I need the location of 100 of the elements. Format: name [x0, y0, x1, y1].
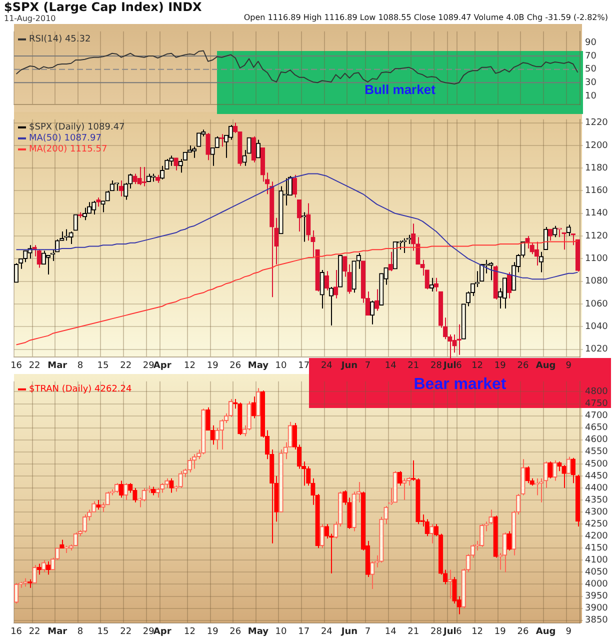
y-tick-label: 1100 [585, 254, 608, 264]
text: Open 1116.89 High 1116.89 Low 1088.55 Close 1089.47 Volume 4.0B Chg -31.59 (-2.82%) [244, 13, 608, 22]
x-tick-label: May [248, 360, 269, 371]
x-tick-label: 17 [298, 626, 310, 637]
x-tick-label: 29 [142, 360, 155, 371]
x-tick-label: 9 [566, 626, 572, 637]
y-tick-label: 4250 [585, 519, 608, 530]
y-tick-label: 1180 [585, 163, 608, 174]
candlestick [434, 277, 439, 292]
candlestick [356, 252, 361, 270]
candlestick [566, 456, 571, 474]
candlestick [548, 461, 553, 479]
x-tick-label: 26 [230, 360, 242, 371]
x-tick-label: 24 [320, 626, 333, 637]
candlestick [82, 514, 88, 533]
x-tick-label: Jul [442, 626, 456, 637]
candlestick [206, 132, 210, 161]
candlestick [132, 173, 138, 184]
x-tick-label: Jul [442, 360, 456, 371]
candlestick [192, 146, 197, 158]
candlestick [32, 564, 37, 584]
x-tick-label: 24 [320, 360, 333, 371]
x-tick-label: Apr [153, 626, 172, 637]
candlestick [36, 563, 42, 576]
candlestick [169, 155, 174, 166]
legend-label: MA(50) 1087.97 [29, 134, 102, 144]
y-tick-label: 3850 [585, 616, 608, 626]
y-tick-label: 3950 [585, 592, 608, 602]
candlestick [502, 532, 508, 573]
candlestick [566, 224, 571, 237]
x-tick-label: May [248, 626, 269, 637]
candlestick [443, 317, 448, 340]
candlestick [178, 470, 183, 488]
x-tick-label: 14 [384, 360, 397, 371]
chart-subtitle: 11-Aug-2010 [4, 14, 56, 23]
y-tick-label: 1040 [585, 322, 608, 332]
x-tick-label: 19 [206, 626, 219, 637]
x-tick-label: 12 [184, 626, 196, 637]
x-tick-label: 19 [494, 626, 506, 637]
x-tick-label: 22 [28, 360, 40, 371]
x-tick-label: 17 [298, 360, 310, 371]
candlestick [219, 418, 224, 450]
candlestick [374, 288, 380, 312]
candlestick [137, 166, 142, 186]
x-tick-label: 10 [275, 360, 288, 371]
x-tick-label: 29 [142, 626, 155, 637]
candlestick [41, 560, 46, 573]
x-tick-label: 8 [77, 360, 84, 371]
x-tick-label: 6 [456, 626, 462, 637]
candlestick [502, 277, 508, 310]
x-tick-label: 19 [494, 360, 506, 371]
x-tick-label: Mar [48, 626, 68, 637]
x-tick-label: 21 [408, 360, 420, 371]
candlestick [397, 470, 402, 486]
y-tick-label: 4600 [585, 435, 608, 446]
candlestick [370, 300, 375, 325]
x-tick-label: 16 [10, 626, 22, 637]
candlestick [96, 500, 101, 510]
y-tick-label: 50 [585, 64, 597, 75]
candlestick [251, 396, 256, 419]
candlestick [538, 251, 544, 273]
y-tick-label: 4050 [585, 568, 608, 578]
y-tick-label: 4750 [585, 399, 608, 410]
candlestick [68, 231, 74, 244]
y-tick-label: 10 [585, 91, 597, 102]
candlestick [562, 464, 566, 488]
y-tick-label: 4550 [585, 447, 608, 458]
x-tick-label: Jun [340, 626, 358, 637]
candlestick [429, 524, 434, 544]
y-tick-label: 4400 [585, 483, 608, 494]
candlestick [424, 518, 430, 537]
x-tick-label: 12 [184, 360, 196, 371]
candlestick [174, 157, 178, 171]
y-tick-label: 1160 [585, 186, 608, 196]
x-tick-label: Apr [153, 360, 172, 371]
y-tick-label: 70 [585, 51, 597, 62]
candlestick [506, 272, 512, 299]
candlestick [73, 214, 78, 231]
x-tick-label: 12 [472, 360, 484, 371]
candlestick [328, 286, 334, 326]
candlestick [411, 223, 416, 252]
candlestick [256, 388, 261, 416]
legend-label: MA(200) 1115.57 [29, 144, 108, 155]
candlestick [96, 197, 101, 208]
candlestick [160, 165, 165, 180]
x-tick-label: 12 [472, 626, 484, 637]
x-tick-label: 28 [430, 626, 442, 637]
x-tick-label: 26 [230, 626, 242, 637]
legend-label: $TRAN (Daily) 4262.24 [29, 384, 132, 395]
x-tick-label: 26 [517, 626, 529, 637]
candlestick [347, 264, 352, 294]
candlestick [448, 569, 452, 600]
candlestick [292, 174, 298, 198]
y-tick-label: 1020 [585, 344, 608, 355]
candlestick [416, 236, 420, 265]
candlestick [552, 460, 558, 482]
y-tick-label: 3900 [585, 604, 608, 614]
y-tick-label: 1060 [585, 299, 608, 310]
candlestick [506, 530, 512, 552]
y-tick-label: 4350 [585, 495, 608, 506]
